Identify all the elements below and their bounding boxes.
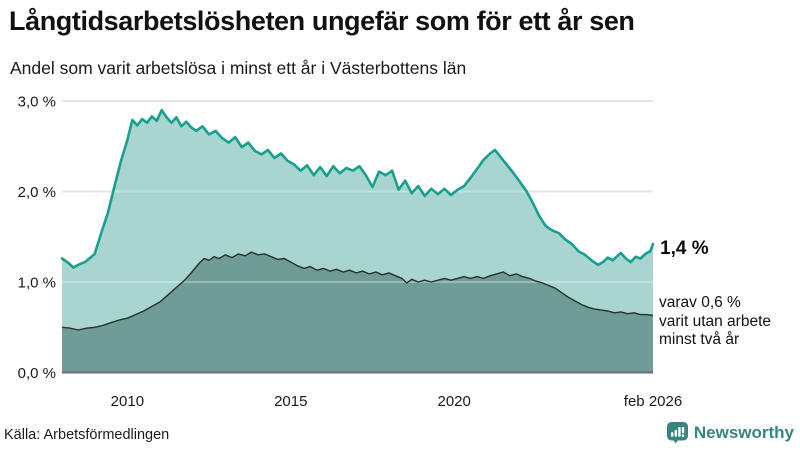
x-tick-label: 2015 bbox=[274, 393, 307, 410]
y-tick-label: 1,0 % bbox=[18, 274, 56, 291]
x-tick-label: 2010 bbox=[111, 393, 144, 410]
chart-subtitle: Andel som varit arbetslösa i minst ett å… bbox=[10, 58, 467, 78]
page-title: Långtidsarbetslösheten ungefär som för e… bbox=[9, 6, 635, 36]
line-unemployed-one-year bbox=[60, 108, 655, 269]
secondary-annotation-line: varit utan arbete bbox=[659, 312, 772, 330]
line-unemployed-two-years bbox=[61, 251, 654, 331]
secondary-annotation: varav 0,6 % varit utan arbete minst två … bbox=[659, 294, 771, 350]
latest-value-label: 1,4 % bbox=[660, 238, 709, 259]
newsworthy-wordmark: Newsworthy bbox=[693, 422, 794, 442]
source-credit: Källa: Arbetsförmedlingen bbox=[4, 427, 170, 443]
newsworthy-logo[interactable]: Newsworthy bbox=[666, 421, 794, 444]
area-unemployed-two-years bbox=[62, 252, 653, 373]
y-tick-label: 3,0 % bbox=[18, 93, 56, 110]
y-tick-label: 0,0 % bbox=[18, 365, 56, 382]
secondary-annotation-line: minst två år bbox=[659, 331, 740, 348]
x-tick-label: feb 2026 bbox=[624, 393, 682, 410]
x-tick-label: 2020 bbox=[438, 393, 471, 410]
secondary-annotation-line: varav 0,6 % bbox=[659, 294, 741, 311]
y-tick-label: 2,0 % bbox=[18, 184, 56, 201]
newsworthy-chart-bubble-icon bbox=[666, 421, 689, 444]
